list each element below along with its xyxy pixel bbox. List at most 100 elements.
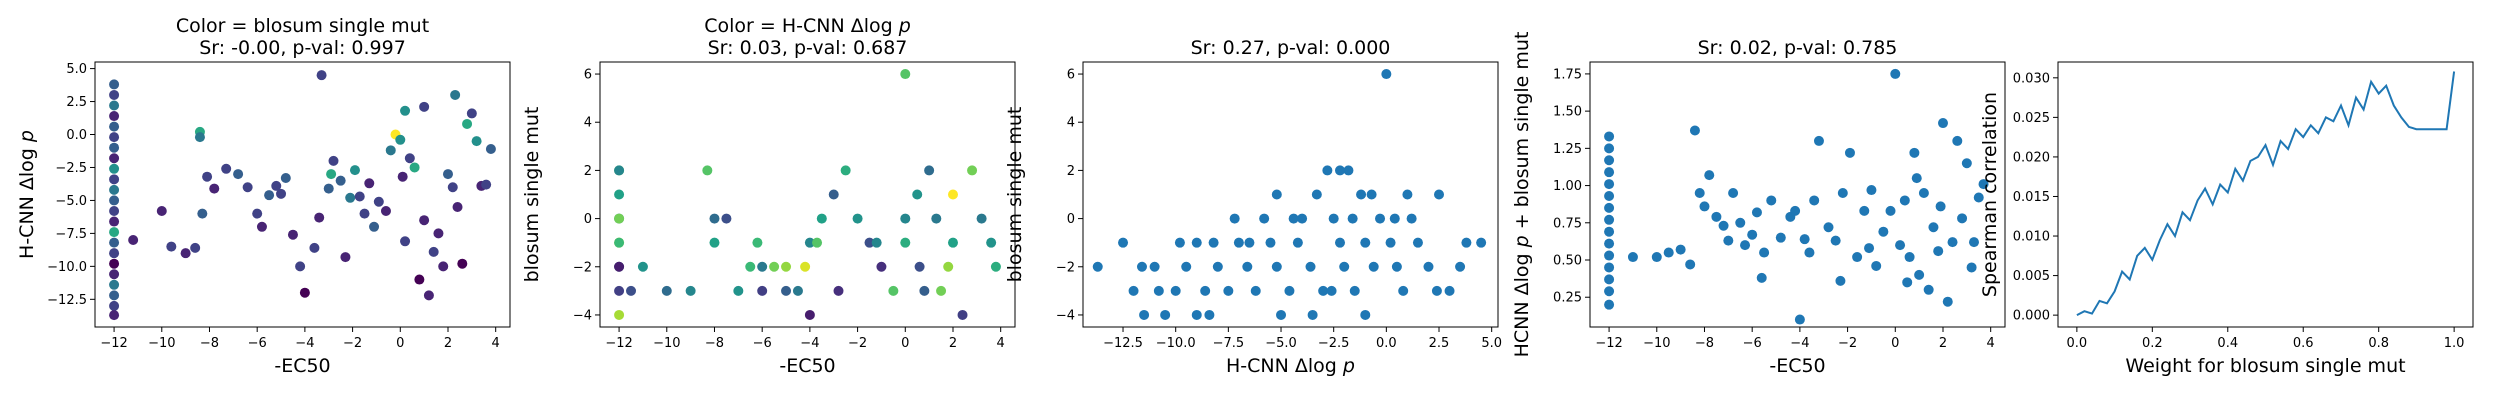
scatter-point xyxy=(409,162,420,173)
scatter-point xyxy=(442,169,453,180)
scatter-point xyxy=(1223,285,1234,296)
x-axis-label: H-CNN Δlog p xyxy=(1226,355,1355,377)
scatter-point xyxy=(1718,220,1729,231)
x-tick-label: −2 xyxy=(1838,336,1857,351)
scatter-point xyxy=(1804,247,1815,258)
scatter-point xyxy=(1423,261,1434,272)
scatter-point xyxy=(481,179,492,190)
scatter-point xyxy=(109,121,120,132)
x-tick-label: −8 xyxy=(705,336,724,351)
scatter-point xyxy=(309,242,320,253)
scatter-point xyxy=(1092,261,1103,272)
scatter-point xyxy=(1398,285,1409,296)
scatter-point xyxy=(757,261,768,272)
scatter-point xyxy=(900,213,911,224)
scatter-point xyxy=(1675,244,1686,255)
scatter-point xyxy=(109,237,120,248)
scatter-point xyxy=(1928,222,1939,233)
y-tick-label: 0.25 xyxy=(1553,291,1582,306)
scatter-point xyxy=(109,132,120,143)
scatter-point xyxy=(109,205,120,216)
scatter-point xyxy=(400,236,411,247)
scatter-point xyxy=(109,100,120,111)
chart-title-line: Color = H-CNN Δlog p xyxy=(704,15,911,37)
scatter-point xyxy=(1389,213,1400,224)
scatter-point xyxy=(947,189,958,200)
scatter-point xyxy=(702,165,713,176)
scatter-point xyxy=(1174,237,1185,248)
scatter-point xyxy=(109,89,120,100)
scatter-point xyxy=(864,237,875,248)
scatter-point xyxy=(1191,309,1202,320)
scatter-point xyxy=(419,215,430,226)
scatter-point xyxy=(781,261,792,272)
scatter-point xyxy=(1360,309,1371,320)
scatter-point xyxy=(637,261,648,272)
scatter-point xyxy=(395,134,406,145)
scatter-point xyxy=(1339,261,1350,272)
scatter-point xyxy=(1895,240,1906,251)
scatter-point xyxy=(233,169,244,180)
scatter-point xyxy=(1284,285,1295,296)
scatter-point xyxy=(1973,192,1984,203)
scatter-point xyxy=(1859,205,1870,216)
scatter-point xyxy=(414,274,425,285)
scatter-point xyxy=(1799,234,1810,245)
scatter-point xyxy=(1864,243,1875,254)
plot-frame xyxy=(1589,61,2006,328)
x-tick-label: −12 xyxy=(100,336,127,351)
scatter-point xyxy=(202,171,213,182)
scatter-point xyxy=(967,165,978,176)
scatter-point xyxy=(1685,259,1696,270)
x-tick-label: −8 xyxy=(200,336,219,351)
scatter-point xyxy=(1128,285,1139,296)
scatter-point xyxy=(423,290,434,301)
scatter-point xyxy=(109,290,120,301)
scatter-point xyxy=(1914,269,1925,280)
scatter-point xyxy=(1604,179,1615,190)
scatter-point xyxy=(1276,309,1287,320)
x-tick-label: −4 xyxy=(800,336,819,351)
scatter-point xyxy=(1942,296,1953,307)
chart-title-line: Sr: 0.27, p-val: 0.000 xyxy=(1191,37,1391,59)
y-axis-label: H-CNN Δlog p xyxy=(16,130,38,259)
y-tick-label: 4 xyxy=(1067,116,1075,131)
scatter-point xyxy=(614,309,625,320)
scatter-point xyxy=(1242,261,1253,272)
scatter-point xyxy=(109,227,120,238)
scatter-point xyxy=(852,213,863,224)
scatter-point xyxy=(1747,229,1758,240)
y-tick-label: 0.005 xyxy=(2013,269,2050,284)
scatter-point xyxy=(1375,213,1386,224)
y-tick-label: 0.000 xyxy=(2013,309,2050,324)
x-tick-label: 0.4 xyxy=(2217,336,2238,351)
scatter-point xyxy=(1318,285,1329,296)
scatter-point xyxy=(1259,213,1270,224)
y-axis-label: Spearman correlation xyxy=(1979,92,2001,297)
scatter-point xyxy=(1292,237,1303,248)
scatter-point xyxy=(109,300,120,311)
series-line xyxy=(2076,71,2456,316)
scatter-point xyxy=(1455,261,1466,272)
scatter-point xyxy=(1904,252,1915,263)
x-tick-label: −12 xyxy=(1595,336,1622,351)
x-tick-label: −10 xyxy=(1643,336,1670,351)
scatter-point xyxy=(1844,147,1855,158)
scatter-point xyxy=(323,183,334,194)
y-tick-label: 0.0 xyxy=(66,128,87,143)
x-tick-label: −2 xyxy=(343,336,362,351)
scatter-point xyxy=(1728,188,1739,199)
scatter-point xyxy=(1366,189,1377,200)
scatter-point xyxy=(1604,238,1615,249)
y-tick-label: 0.75 xyxy=(1553,216,1582,231)
y-tick-label: 6 xyxy=(1067,68,1075,83)
scatter-point xyxy=(709,237,720,248)
scatter-point xyxy=(1835,275,1846,286)
scatter-point xyxy=(943,261,954,272)
scatter-point xyxy=(1918,188,1929,199)
scatter-point xyxy=(109,269,120,280)
scatter-point xyxy=(166,241,177,252)
scatter-point xyxy=(781,285,792,296)
x-tick-label: 0 xyxy=(901,336,909,351)
scatter-point xyxy=(1756,272,1767,283)
